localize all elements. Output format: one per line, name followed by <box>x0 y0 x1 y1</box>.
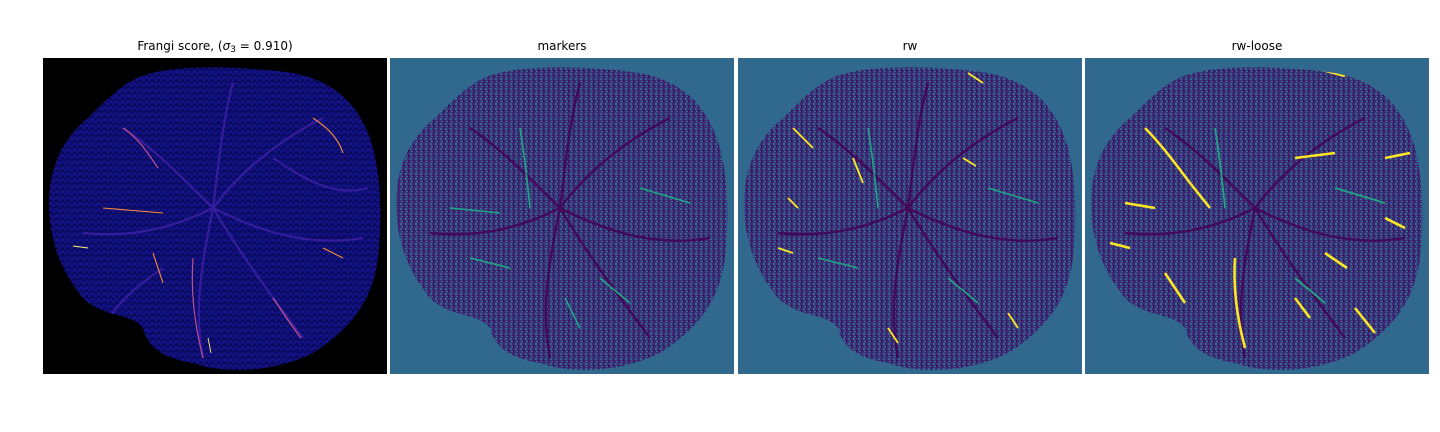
frangi-score-image <box>43 58 387 374</box>
frangi-title-symbol: σ <box>222 39 231 53</box>
rw-title: rw <box>902 39 918 53</box>
frangi-title-prefix: Frangi score, ( <box>137 39 223 53</box>
rw-image <box>738 58 1082 374</box>
rw-loose-image <box>1085 58 1429 374</box>
rw-panel: rw <box>738 39 1082 374</box>
frangi-score-panel: Frangi score, (σ3 = 0.910) <box>43 39 387 374</box>
markers-image <box>390 58 734 374</box>
rw-loose-title: rw-loose <box>1231 39 1283 53</box>
frangi-score-title: Frangi score, (σ3 = 0.910) <box>43 39 387 57</box>
markers-panel: markers <box>390 39 734 374</box>
frangi-title-subscript: 3 <box>230 45 236 55</box>
markers-title: markers <box>537 39 587 53</box>
rw-loose-panel: rw-loose <box>1085 39 1429 374</box>
frangi-title-suffix: = 0.910) <box>235 39 293 53</box>
